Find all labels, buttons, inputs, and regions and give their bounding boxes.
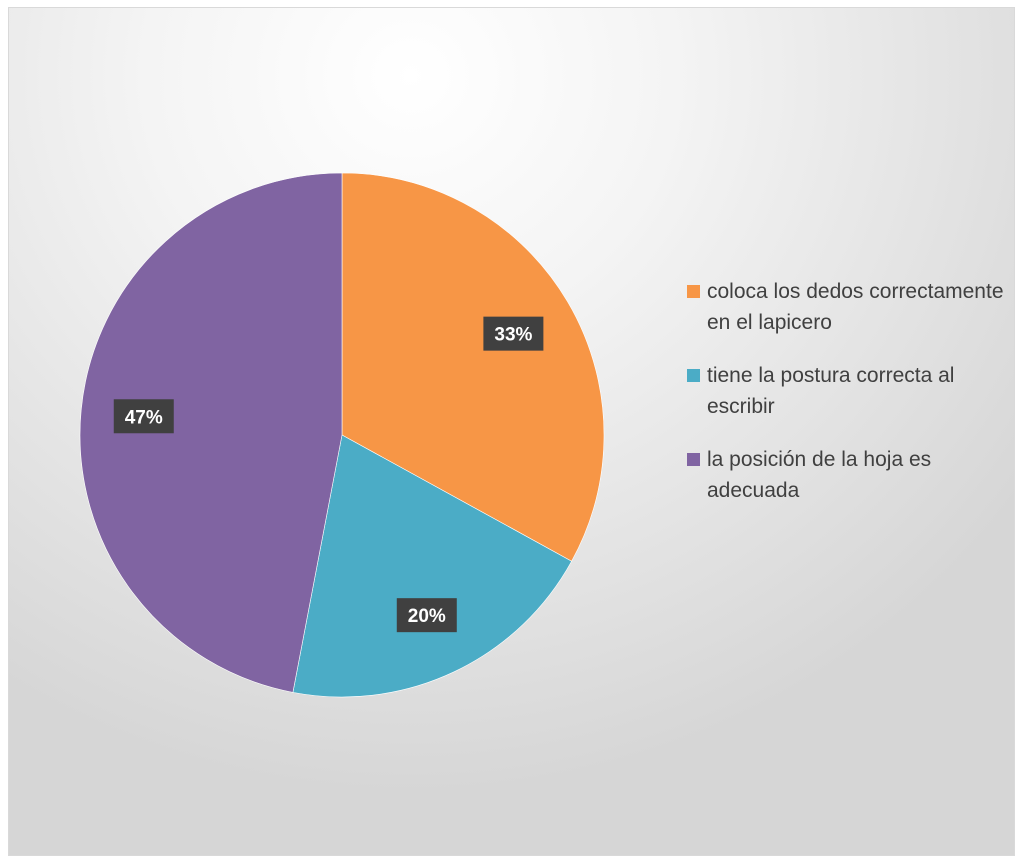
data-label-2: 47% xyxy=(113,399,174,434)
data-label-box-0 xyxy=(483,316,544,351)
pie-slice-2 xyxy=(79,172,343,693)
data-label-1: 20% xyxy=(396,598,457,633)
legend: coloca los dedos correctamente en el lap… xyxy=(685,276,1005,528)
data-label-text-2: 47% xyxy=(125,407,163,428)
legend-label-0: coloca los dedos correctamente en el lap… xyxy=(707,280,1004,334)
pie-slice-0 xyxy=(341,172,605,562)
data-label-box-1 xyxy=(396,598,457,633)
data-labels: 33% 20% 47% xyxy=(113,316,544,633)
legend-swatch-0 xyxy=(687,285,700,298)
legend-swatch-2 xyxy=(687,453,700,466)
legend-item-1: tiene la postura correcta al escribir xyxy=(685,360,1005,422)
legend-swatch-1 xyxy=(687,369,700,382)
data-label-text-1: 20% xyxy=(408,606,446,627)
legend-label-1: tiene la postura correcta al escribir xyxy=(707,364,955,418)
pie-slice-1 xyxy=(292,434,572,698)
data-label-text-0: 33% xyxy=(494,325,532,346)
pie-slices xyxy=(79,172,605,698)
legend-item-0: coloca los dedos correctamente en el lap… xyxy=(685,276,1005,338)
legend-item-2: la posición de la hoja es adecuada xyxy=(685,444,1005,506)
chart-area: 33% 20% 47% coloca los dedos correctamente… xyxy=(8,7,1015,856)
legend-label-2: la posición de la hoja es adecuada xyxy=(707,448,932,502)
data-label-box-2 xyxy=(113,399,174,434)
pie-chart: 33% 20% 47% xyxy=(79,172,605,698)
data-label-0: 33% xyxy=(483,316,544,351)
